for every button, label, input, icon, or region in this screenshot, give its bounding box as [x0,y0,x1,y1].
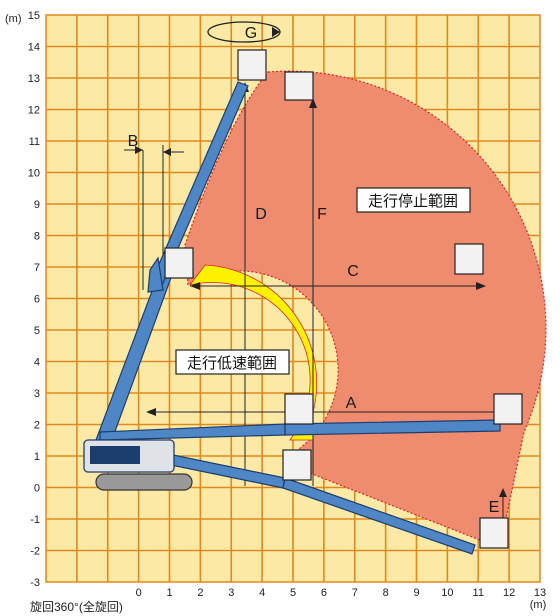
platform-lower [282,449,312,481]
dim-label-e: E [489,499,500,516]
dim-label-g: G [245,25,257,42]
y-tick-label: 13 [28,73,40,85]
dim-label-f: F [317,206,327,223]
y-tick-label: 4 [34,357,40,369]
y-tick-label: 6 [34,294,40,306]
x-tick-label: 11 [473,587,484,599]
x-tick-label: 8 [383,587,389,599]
platform-top [237,49,267,81]
platform-right [454,243,484,275]
y-tick-label: -1 [30,514,40,526]
dim-label-a: A [346,395,357,412]
x-tick-label: 9 [413,587,419,599]
x-tick-label: 3 [228,587,234,599]
crawler-track [95,473,193,491]
x-tick-label: 6 [321,587,327,599]
dim-label-c: C [347,263,359,280]
y-tick-label: 0 [34,483,40,495]
x-tick-label: 5 [290,587,296,599]
x-tick-label: 4 [259,587,265,599]
boom-arm-horizontal-ext [284,419,501,436]
x-tick-label: 1 [166,587,172,599]
y-tick-label: 5 [34,325,40,337]
rotation-arrow [272,27,280,37]
dim-label-d: D [255,206,267,223]
x-tick-label: 0 [136,587,142,599]
dim-label-b: B [128,133,139,150]
y-tick-label: 9 [34,199,40,211]
y-tick-label: 15 [28,10,40,22]
y-tick-label: -2 [30,546,40,558]
y-tick-label: 14 [28,42,40,54]
x-axis-ticks: 0 1 2 3 4 5 6 7 8 9 10 11 12 13 [136,587,547,599]
x-unit-label: (m) [530,599,547,611]
x-tick-label: 7 [352,587,358,599]
x-tick-label: 2 [197,587,203,599]
platform-top-right [284,71,314,101]
rotation-note: 旋回360°(全旋回) [30,599,123,614]
platform-far-right [493,393,523,425]
x-tick-label: 10 [441,587,453,599]
y-tick-label: 1 [34,451,40,463]
carrier-cab [90,446,140,464]
crawler-carrier [83,439,193,491]
y-tick-label: 11 [29,136,40,148]
x-tick-label: 13 [534,587,546,599]
zone-label-stop-box: 走行停止範囲 [356,187,471,213]
y-tick-label: 8 [34,231,40,243]
y-tick-label: -3 [30,577,40,589]
platforms [164,49,523,549]
boom-arms [95,81,501,555]
y-tick-label: 10 [28,168,40,180]
platform-bottom-right [479,517,509,549]
zone-label-stop: 走行停止範囲 [368,192,458,210]
y-tick-label: 3 [34,388,40,400]
platform-mid-left [164,247,194,279]
boom-arm-down-ext [282,477,476,555]
boom-knuckle [147,256,164,293]
y-unit-label: (m) [5,13,22,25]
zone-label-slow-box: 走行低速範囲 [175,349,290,375]
x-tick-label: 12 [503,587,515,599]
platform-center [284,393,314,425]
zone-label-slow: 走行低速範囲 [187,354,277,372]
y-tick-label: 7 [34,262,40,274]
y-tick-label: 2 [34,420,40,432]
y-tick-label: 12 [28,105,40,117]
